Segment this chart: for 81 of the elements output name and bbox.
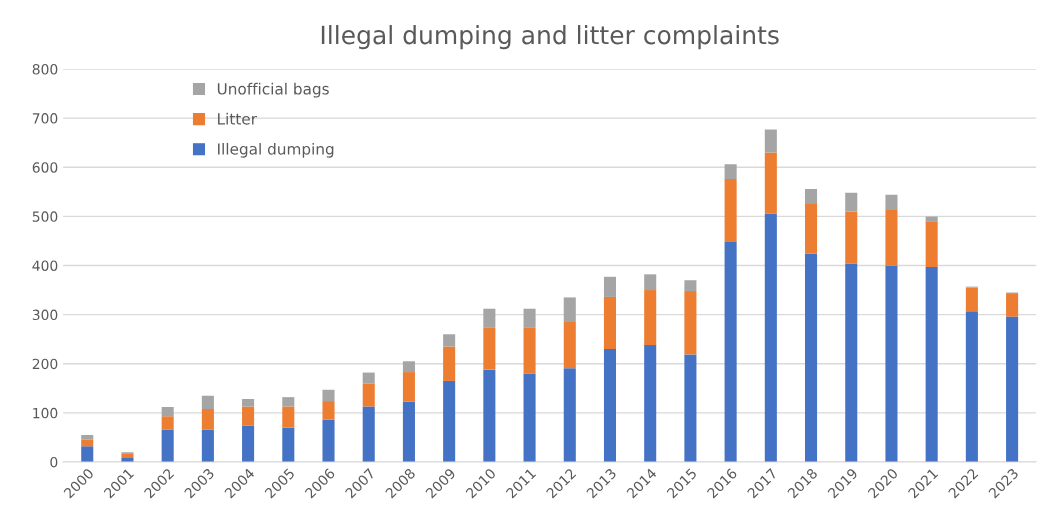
bar: [603, 296, 617, 349]
bar: [925, 216, 938, 222]
bar: [322, 401, 335, 420]
bar: [845, 263, 858, 462]
bar: [603, 276, 617, 297]
legend-label: Unofficial bags: [217, 82, 329, 98]
bar: [845, 211, 858, 264]
bar: [242, 425, 255, 462]
bar: [805, 188, 818, 205]
bar: [161, 416, 174, 430]
bar: [81, 446, 94, 462]
legend-label: Litter: [218, 112, 257, 125]
bar: [322, 419, 335, 462]
bar: [965, 287, 978, 312]
bar: [805, 253, 818, 462]
bar: [362, 372, 375, 384]
y-tick-label: 800: [32, 64, 58, 75]
bar: [121, 453, 134, 459]
bar: [402, 372, 415, 402]
bar: [161, 406, 174, 417]
bar: [603, 349, 617, 462]
bar: [282, 427, 295, 462]
bar: [161, 429, 174, 462]
bar: [925, 221, 938, 267]
bar: [563, 368, 576, 462]
bar: [81, 434, 94, 440]
bar: [805, 204, 818, 254]
bar: [563, 321, 576, 369]
bar: [925, 266, 938, 462]
bar: [443, 380, 456, 462]
bar: [282, 397, 295, 407]
bar: [764, 213, 777, 462]
y-tick-label: 700: [32, 113, 58, 124]
y-tick-label: 100: [33, 407, 58, 419]
bar: [81, 439, 94, 447]
bar: [1006, 293, 1019, 317]
y-tick-label: 200: [32, 358, 58, 370]
y-tick-label: 400: [32, 260, 58, 271]
bar: [402, 361, 415, 373]
bar: [764, 152, 777, 214]
bar: [282, 406, 295, 428]
bar: [201, 408, 214, 430]
bar: [242, 406, 255, 426]
bar: [402, 401, 415, 462]
bar: [1006, 316, 1019, 462]
bar: [965, 311, 978, 462]
bar: [523, 373, 536, 462]
bar: [201, 395, 214, 409]
bar: [201, 429, 214, 462]
bar: [443, 334, 456, 347]
y-tick-label: 500: [32, 211, 58, 222]
bar: [684, 280, 697, 292]
bar: [523, 327, 536, 374]
y-tick-label: 0: [50, 456, 58, 468]
bar: [885, 210, 898, 266]
bar: [483, 327, 496, 370]
bar: [362, 406, 375, 462]
bar: [362, 383, 375, 407]
bar: [885, 265, 898, 462]
bar: [523, 308, 536, 328]
bar: [845, 192, 858, 212]
bar: [724, 164, 737, 180]
bar: [483, 369, 496, 462]
bar: [724, 179, 737, 242]
bar: [724, 241, 737, 462]
bar: [242, 399, 255, 407]
bar: [684, 354, 697, 462]
bar: [644, 290, 657, 346]
bar: [563, 297, 576, 322]
bar: [443, 346, 456, 381]
y-tick-label: 600: [32, 162, 58, 173]
bar: [764, 129, 777, 153]
bar: [483, 308, 496, 328]
y-tick-label: 300: [32, 309, 58, 321]
bar: [322, 389, 335, 402]
chart-title: Illegal dumping and litter complaints: [321, 25, 779, 50]
legend-label: Illegal dumping: [218, 142, 334, 158]
bar: [684, 291, 697, 355]
bar: [644, 345, 657, 462]
bar: [885, 194, 898, 210]
bar: [644, 274, 657, 291]
